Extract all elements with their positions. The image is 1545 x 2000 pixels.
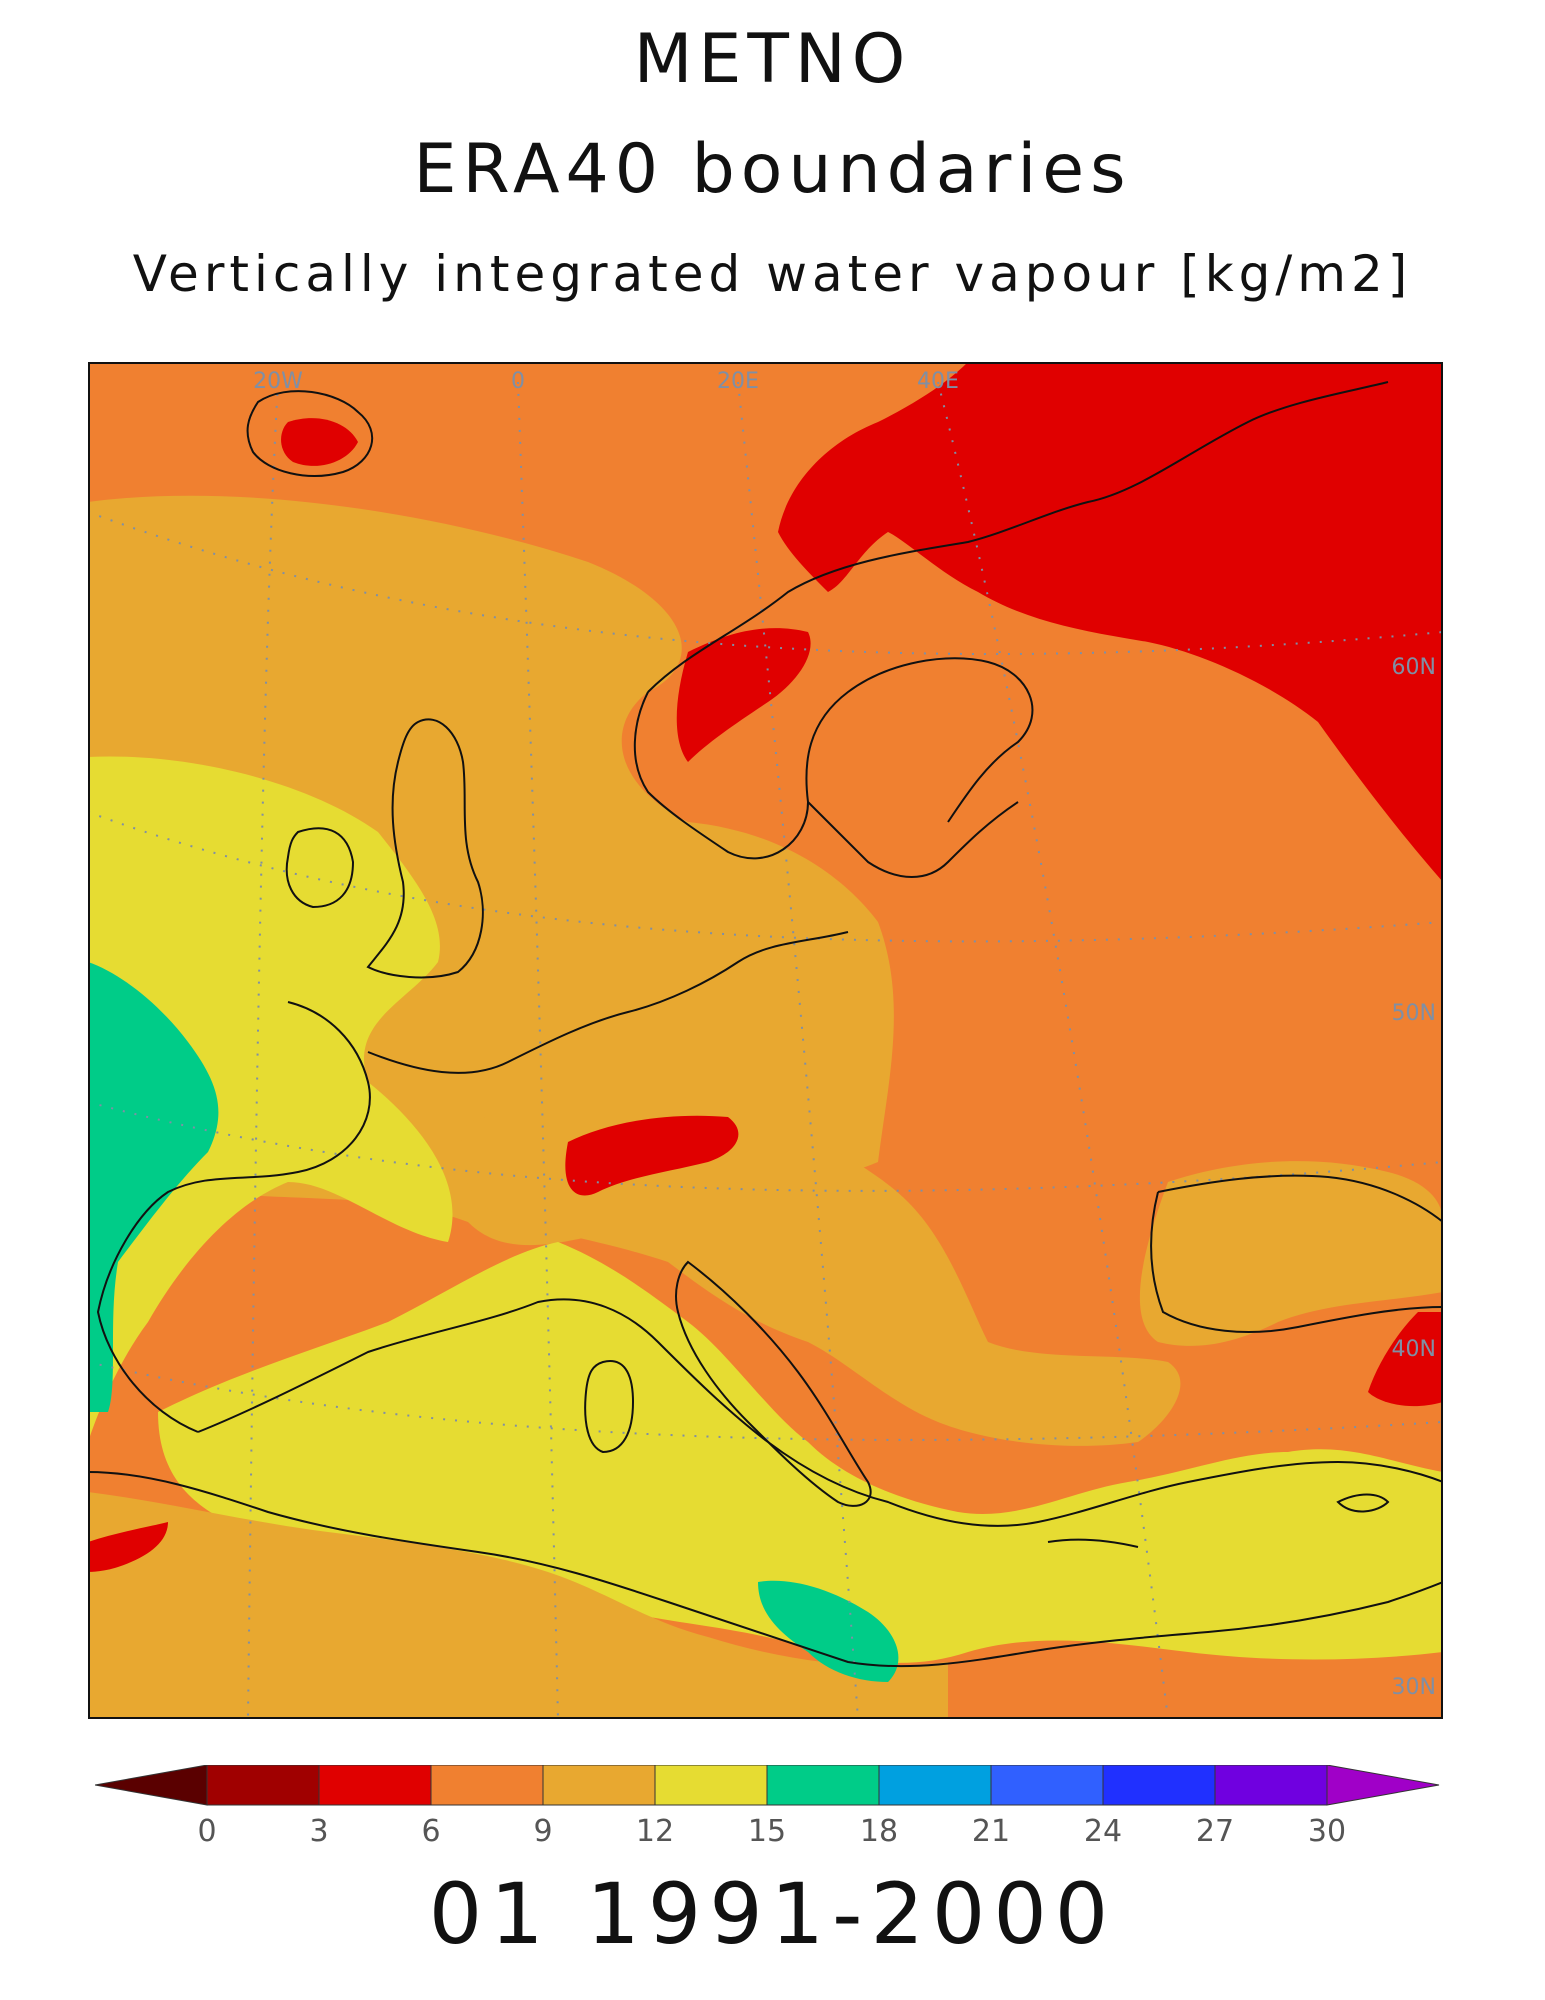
colorbar-tick-label: 18: [860, 1814, 898, 1845]
coast-uk: [366, 718, 484, 979]
lon-label-40e: 40E: [917, 369, 959, 394]
colorbar-ticks: 0 3 6 9 12 15 18 21 24 27 30: [197, 1814, 1346, 1845]
colorbar-tick-label: 24: [1084, 1814, 1122, 1845]
colorbar-cell: [654, 1765, 768, 1806]
colorbar-cell: [542, 1765, 656, 1806]
coast-iceland: [246, 390, 374, 477]
lat-label-40n: 40N: [1392, 1337, 1436, 1362]
lon-label-20e: 20E: [717, 369, 759, 394]
coast-italy: [675, 1260, 872, 1507]
field-3-6-north-russia: [778, 362, 1443, 882]
field-3-6-alps: [565, 1115, 739, 1196]
title-line-2: ERA40 boundaries: [413, 130, 1132, 209]
colorbar-tick-label: 27: [1196, 1814, 1234, 1845]
field-9-12-north-africa: [88, 1492, 948, 1719]
colorbar: 0 3 6 9 12 15 18 21 24 27 30: [95, 1765, 1440, 1845]
field-9-12-central-europe: [460, 1093, 1181, 1446]
lon-label-20w: 20W: [253, 369, 303, 394]
coast-north-africa: [88, 1471, 1443, 1668]
colorbar-cell: [1102, 1765, 1216, 1806]
coast-cyprus: [1336, 1493, 1390, 1513]
field-15-18-libya: [758, 1580, 899, 1682]
map-frame: [88, 362, 1443, 1719]
colorbar-tick-label: 6: [421, 1814, 440, 1845]
lon-label-0: 0: [511, 369, 525, 394]
colorbar-tick-label: 21: [972, 1814, 1010, 1845]
colorbar-over-arrow: [1326, 1765, 1440, 1806]
field-12-15-atlantic: [88, 756, 453, 1442]
colorbar-cell: [766, 1765, 880, 1806]
field-3-6-norway: [676, 628, 811, 762]
field-15-18-atlantic-west: [88, 962, 219, 1412]
colorbar-tick-label: 12: [636, 1814, 674, 1845]
lat-label-60n: 60N: [1392, 655, 1436, 680]
colorbar-cell: [318, 1765, 432, 1806]
colorbar-under-arrow: [95, 1765, 208, 1806]
period-label: 01 1991-2000: [428, 1865, 1117, 1963]
colorbar-tick-label: 3: [309, 1814, 328, 1845]
coast-mediterranean: [197, 1298, 1443, 1527]
colorbar-cell: [1214, 1765, 1328, 1806]
colorbar-tick-label: 15: [748, 1814, 786, 1845]
colorbar-tick-label: 0: [197, 1814, 216, 1845]
colorbar-cell: [430, 1765, 544, 1806]
coast-crete: [1047, 1538, 1139, 1548]
water-vapour-map: 20W 0 20E 40E 60N 50N 40N 30N: [88, 362, 1443, 1719]
coast-ireland: [285, 827, 355, 909]
field-9-12-black-sea: [1139, 1161, 1443, 1346]
coastlines: [88, 381, 1443, 1668]
lat-label-30n: 30N: [1392, 1675, 1436, 1700]
coast-scandinavia: [633, 381, 1389, 860]
field-3-6-iceland: [281, 418, 358, 466]
graticule: [88, 381, 1443, 1719]
coast-iberia: [96, 1001, 371, 1433]
colorbar-tick-label: 9: [533, 1814, 552, 1845]
colorbar-tick-label: 30: [1308, 1814, 1346, 1845]
title-line-3: Vertically integrated water vapour [kg/m…: [132, 245, 1413, 303]
coast-black-sea: [1150, 1174, 1443, 1333]
title-line-1: METNO: [633, 20, 912, 99]
colorbar-cells: [95, 1765, 1440, 1806]
coast-europe-north: [367, 931, 849, 1074]
field-3-6-caucasus: [1368, 1312, 1443, 1407]
colorbar-cell: [206, 1765, 320, 1806]
lat-label-50n: 50N: [1392, 1001, 1436, 1026]
colorbar-cell: [878, 1765, 992, 1806]
colorbar-cell: [990, 1765, 1104, 1806]
field-3-6-atlas: [88, 1522, 168, 1572]
coast-baltic: [807, 801, 1019, 878]
coast-sardinia: [584, 1360, 635, 1454]
